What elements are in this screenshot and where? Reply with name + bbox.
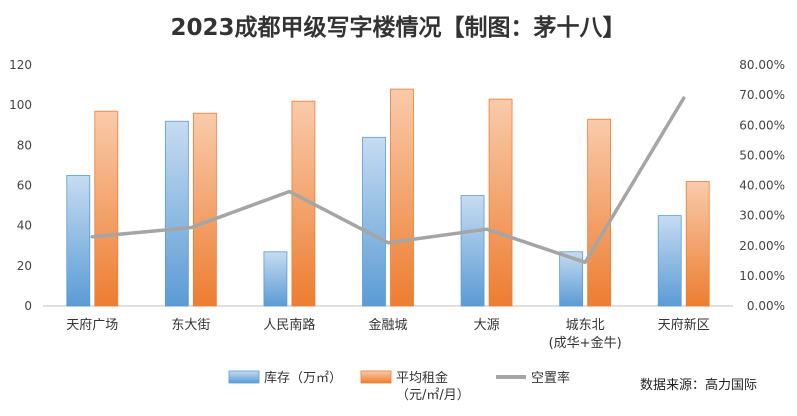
x-category-label: 城东北: [566, 318, 605, 333]
bar-rent: [94, 110, 119, 307]
legend-label-rent-unit: （元/㎡/月）: [396, 388, 470, 403]
y-right-tick-label: 40.00%: [739, 179, 785, 193]
bar-stock: [66, 175, 91, 307]
bar-rent: [488, 98, 513, 307]
x-axis-categories: 天府广场 东大街 人民南路 金融城 大源 城东北 (成华+金牛) 天府新区: [66, 317, 709, 351]
y-left-tick-label: 100: [9, 98, 32, 112]
x-category-sublabel: (成华+金牛): [549, 335, 622, 351]
y-right-tick-label: 10.00%: [739, 269, 785, 283]
vacancy-line: [90, 96, 686, 265]
x-category-label: 天府新区: [658, 317, 710, 333]
bar-stock: [657, 215, 682, 307]
y-axis-right: 0.00% 10.00% 20.00% 30.00% 40.00% 50.00% 60.00…: [739, 58, 785, 313]
vacancy-point: [386, 241, 390, 245]
chart-title: 2023成都甲级写字楼情况【制图：茅十八】: [170, 14, 625, 41]
bar-rent: [390, 88, 414, 307]
x-category-label: 金融城: [368, 317, 407, 333]
legend-label-stock: 库存（万㎡）: [264, 370, 342, 386]
y-right-tick-label: 50.00%: [739, 148, 785, 162]
legend: 库存（万㎡） 平均租金 （元/㎡/月） 空置率: [228, 370, 570, 403]
legend-swatch-rent: [360, 370, 392, 384]
y-right-tick-label: 30.00%: [739, 209, 785, 223]
y-right-tick-label: 70.00%: [739, 88, 785, 102]
vacancy-point: [287, 190, 291, 194]
vacancy-point: [583, 260, 587, 264]
x-category-label: 大源: [474, 318, 500, 333]
bars: [66, 88, 710, 307]
vacancy-point: [90, 235, 94, 239]
y-axis-left: 0 20 40 60 80 100 120: [9, 58, 32, 313]
vacancy-point: [485, 227, 489, 231]
bar-stock: [559, 251, 584, 307]
legend-swatch-stock: [228, 370, 260, 384]
bar-rent: [192, 112, 217, 307]
x-category-label: 人民南路: [263, 317, 315, 333]
y-right-tick-label: 60.00%: [739, 118, 785, 132]
y-left-tick-label: 120: [9, 58, 32, 72]
bar-stock: [362, 136, 386, 307]
source-note: 数据来源：高力国际: [640, 377, 757, 393]
x-category-label: 东大街: [171, 318, 210, 333]
y-left-tick-label: 80: [17, 138, 32, 152]
vacancy-point: [189, 226, 193, 230]
y-right-tick-label: 20.00%: [739, 239, 785, 253]
y-right-tick-label: 0.00%: [747, 299, 785, 313]
y-left-tick-label: 40: [17, 219, 32, 233]
bar-stock: [263, 251, 288, 307]
x-category-label: 天府广场: [66, 318, 118, 333]
y-left-tick-label: 60: [17, 179, 32, 193]
y-left-tick-label: 0: [24, 299, 32, 313]
legend-label-rent: 平均租金: [396, 370, 448, 386]
legend-label-vacancy: 空置率: [531, 370, 570, 386]
bar-rent: [587, 118, 612, 307]
bar-rent: [685, 181, 710, 307]
bar-stock: [164, 120, 189, 307]
y-left-tick-label: 20: [17, 259, 32, 273]
bar-stock: [460, 195, 485, 307]
y-right-tick-label: 80.00%: [739, 58, 785, 72]
vacancy-point: [682, 96, 686, 100]
